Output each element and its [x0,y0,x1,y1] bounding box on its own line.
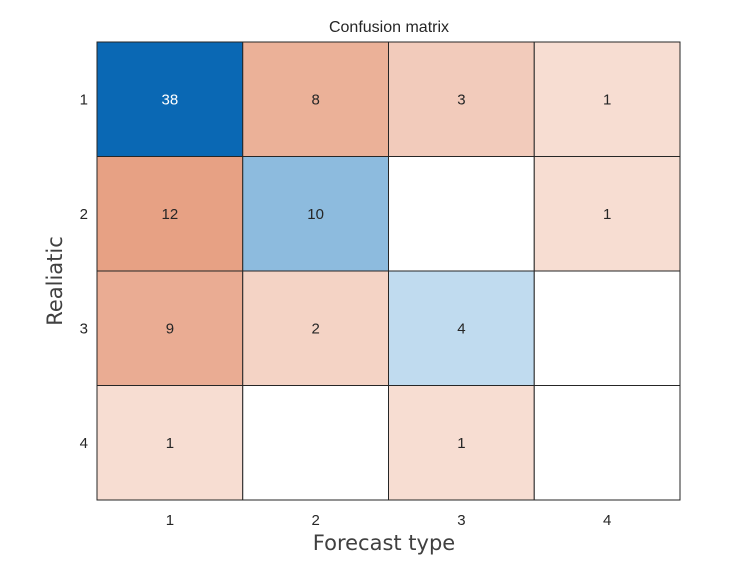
cell-value-r4-c1: 1 [166,435,174,452]
x-tick-label-1: 1 [166,512,174,529]
cell-value-r3-c3: 4 [457,320,465,337]
y-tick-label-4: 4 [80,435,88,452]
y-axis-label: Realiatic [43,236,67,326]
matrix-cell-r1-c2 [242,41,389,157]
x-axis-label: Forecast type [313,531,455,555]
x-tick-label-3: 3 [457,512,465,529]
matrix-cell-r3-c3 [388,270,535,386]
matrix-cell-r4-c4 [533,385,681,501]
matrix-cell-r3-c4 [533,270,681,386]
cell-value-r3-c2: 2 [311,320,319,337]
matrix-cell-r1-c1 [96,41,244,157]
x-tick-labels: 1 2 3 4 [166,512,612,529]
cell-value-r1-c3: 3 [457,91,465,108]
y-tick-label-1: 1 [80,91,88,108]
chart-title: Confusion matrix [329,19,449,36]
cell-value-r2-c2: 10 [307,206,324,223]
x-tick-label-2: 2 [311,512,319,529]
cell-value-r1-c4: 1 [603,91,611,108]
matrix-cell-r1-c4 [533,41,681,157]
matrix-cell-r2-c2 [242,156,389,272]
matrix-cell-r3-c1 [96,270,244,386]
cell-value-labels: 38 8 3 1 12 10 1 9 2 4 1 1 [162,91,612,452]
matrix-cells [96,41,681,501]
y-tick-labels: 1 2 3 4 [80,91,88,452]
cell-value-r2-c4: 1 [603,206,611,223]
matrix-cell-r2-c3 [388,156,535,272]
x-tick-label-4: 4 [603,512,611,529]
cell-value-r2-c1: 12 [162,206,179,223]
y-tick-label-2: 2 [80,206,88,223]
matrix-cell-r2-c1 [96,156,244,272]
cell-value-r1-c1: 38 [162,91,179,108]
matrix-cell-r4-c2 [242,385,389,501]
matrix-cell-r4-c3 [388,385,535,501]
cell-value-r4-c3: 1 [457,435,465,452]
cell-value-r1-c2: 8 [311,91,319,108]
plot-frame [96,41,681,501]
cell-value-r3-c1: 9 [166,320,174,337]
y-tick-label-3: 3 [80,320,88,337]
